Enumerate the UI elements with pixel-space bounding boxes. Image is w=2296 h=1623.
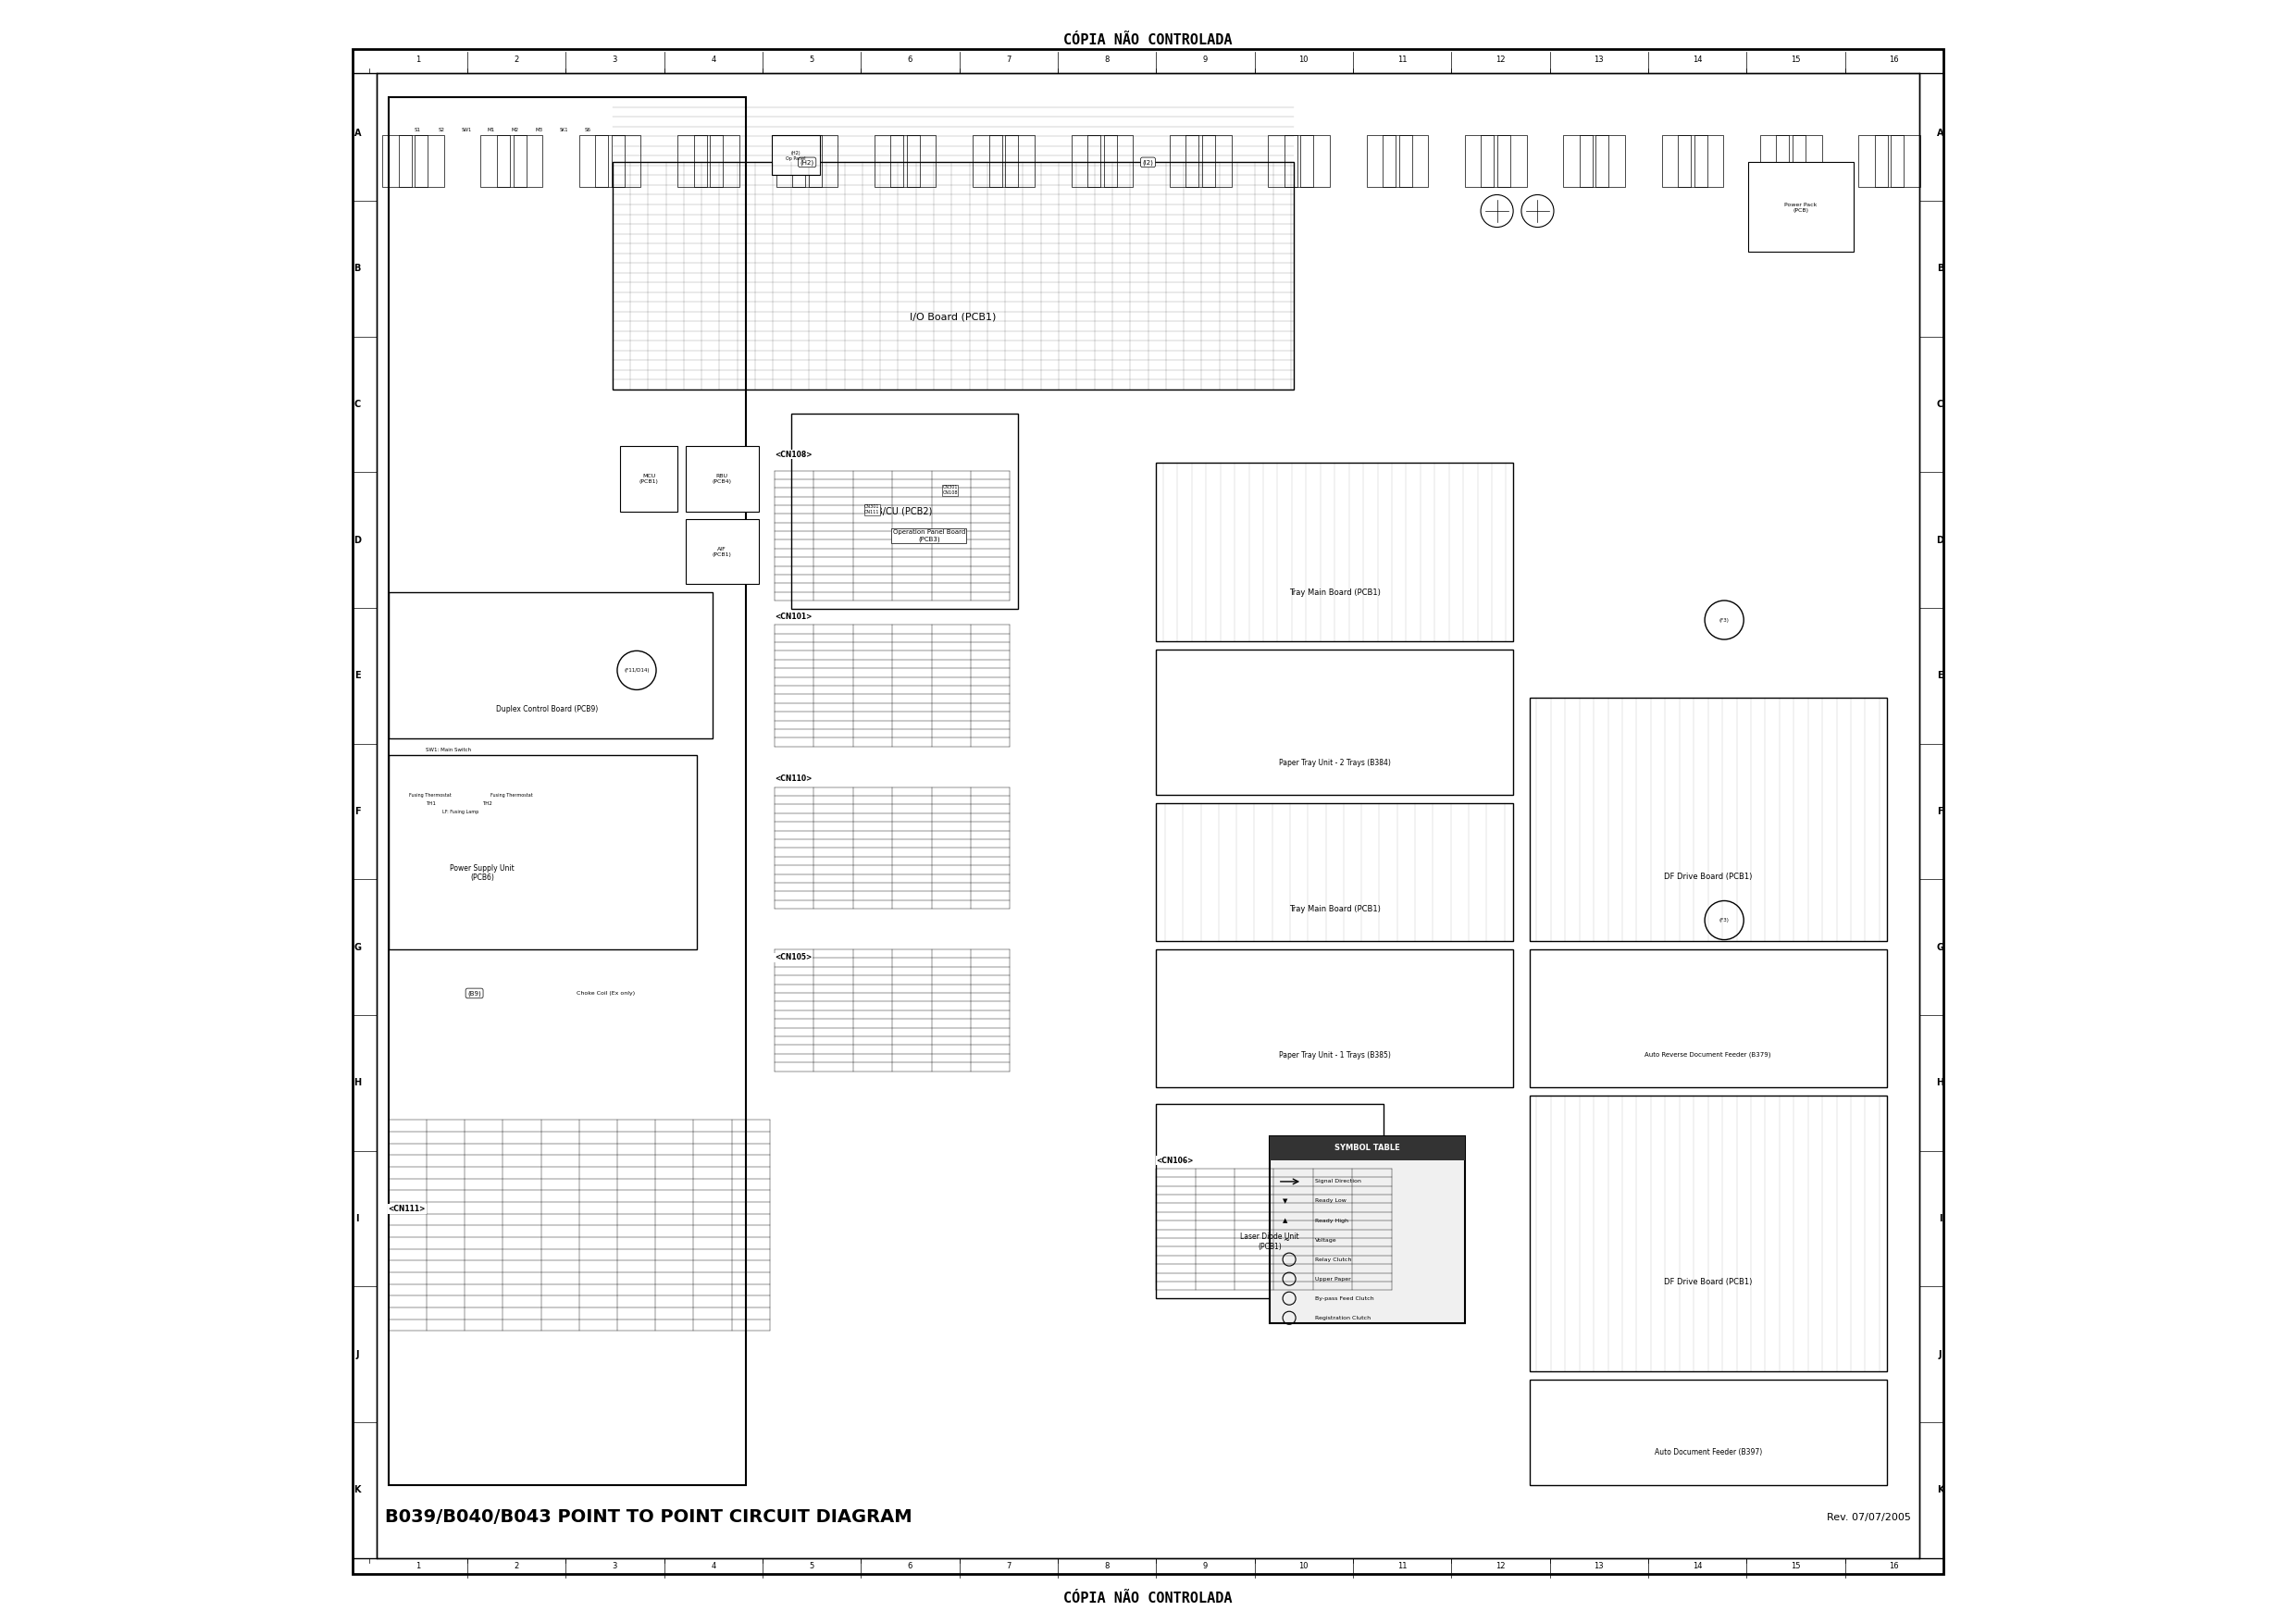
Bar: [974, 135, 1001, 187]
Bar: [1793, 135, 1821, 187]
Text: C: C: [1938, 399, 1942, 409]
Text: (I2): (I2): [1143, 159, 1153, 166]
Bar: [1876, 135, 1903, 187]
Text: G: G: [354, 943, 360, 951]
Bar: [1157, 803, 1513, 941]
Text: 3: 3: [613, 55, 618, 65]
Bar: [1104, 135, 1132, 187]
Text: RBU
(PCB4): RBU (PCB4): [712, 474, 732, 484]
Text: <CN105>: <CN105>: [774, 953, 813, 962]
Text: Voltage: Voltage: [1316, 1238, 1336, 1242]
Text: 2: 2: [514, 1561, 519, 1571]
Text: K: K: [354, 1485, 360, 1495]
Bar: [1366, 135, 1396, 187]
Text: TH2: TH2: [482, 802, 494, 805]
Text: A: A: [1936, 128, 1945, 138]
Bar: [1777, 135, 1805, 187]
Text: Paper Tray Unit - 2 Trays (B384): Paper Tray Unit - 2 Trays (B384): [1279, 758, 1391, 768]
Bar: [496, 135, 526, 187]
Text: Auto Reverse Document Feeder (B379): Auto Reverse Document Feeder (B379): [1644, 1052, 1770, 1058]
Text: 6: 6: [907, 55, 912, 65]
Text: 2: 2: [514, 55, 519, 65]
Bar: [1203, 135, 1231, 187]
Text: <CN110>: <CN110>: [774, 774, 813, 784]
Text: H: H: [1936, 1078, 1945, 1087]
Text: 16: 16: [1890, 55, 1899, 65]
Bar: [1270, 1136, 1465, 1160]
Text: 11: 11: [1398, 1561, 1407, 1571]
Text: 7: 7: [1006, 1561, 1010, 1571]
Bar: [792, 135, 822, 187]
Bar: [677, 135, 707, 187]
Bar: [1497, 135, 1527, 187]
Bar: [1072, 135, 1100, 187]
Text: 12: 12: [1495, 55, 1506, 65]
Text: CN301
CN108: CN301 CN108: [941, 485, 957, 495]
Text: (F3): (F3): [1720, 618, 1729, 622]
Bar: [514, 135, 542, 187]
Text: (H2): (H2): [799, 159, 815, 166]
Text: <CN106>: <CN106>: [1157, 1156, 1194, 1165]
Text: Choke Coil (Ex only): Choke Coil (Ex only): [576, 992, 636, 995]
Bar: [808, 135, 838, 187]
Bar: [1088, 135, 1116, 187]
Bar: [790, 414, 1017, 609]
Text: <CN108>: <CN108>: [774, 450, 813, 459]
Bar: [1529, 949, 1887, 1087]
Bar: [1596, 135, 1626, 187]
Text: ~: ~: [1283, 1235, 1290, 1245]
Text: 13: 13: [1593, 1561, 1605, 1571]
Bar: [776, 135, 806, 187]
Text: TH1: TH1: [425, 802, 436, 805]
Text: SW1: SW1: [461, 128, 471, 131]
Text: D: D: [354, 536, 360, 545]
Text: Tray Main Board (PCB1): Tray Main Board (PCB1): [1288, 588, 1380, 597]
Bar: [1529, 1096, 1887, 1371]
Bar: [1398, 135, 1428, 187]
Text: MCU
(PCB1): MCU (PCB1): [638, 474, 659, 484]
Text: SK1: SK1: [560, 128, 567, 131]
Bar: [1580, 135, 1609, 187]
Text: 6: 6: [907, 1561, 912, 1571]
Text: 10: 10: [1300, 55, 1309, 65]
Text: (B9): (B9): [468, 990, 482, 997]
Text: K: K: [1936, 1485, 1945, 1495]
Text: A: A: [354, 128, 360, 138]
Bar: [1157, 1104, 1384, 1298]
Bar: [388, 97, 746, 1485]
Bar: [1750, 162, 1855, 252]
Text: B: B: [354, 265, 360, 273]
Text: Fusing Thermostat: Fusing Thermostat: [491, 794, 533, 797]
Text: G: G: [1936, 943, 1945, 951]
Text: E: E: [354, 672, 360, 680]
Text: 14: 14: [1692, 1561, 1701, 1571]
Bar: [771, 135, 820, 175]
Bar: [687, 446, 758, 511]
Bar: [1892, 135, 1919, 187]
Text: E: E: [1938, 672, 1942, 680]
Text: M1: M1: [487, 128, 494, 131]
Text: 12: 12: [1495, 1561, 1506, 1571]
Text: J: J: [356, 1350, 358, 1358]
Text: 8: 8: [1104, 55, 1109, 65]
Text: DF Drive Board (PCB1): DF Drive Board (PCB1): [1665, 1277, 1752, 1287]
Bar: [1300, 135, 1329, 187]
Bar: [891, 135, 921, 187]
Text: S6: S6: [585, 128, 592, 131]
Text: Signal Direction: Signal Direction: [1316, 1180, 1362, 1183]
Text: I: I: [1938, 1214, 1942, 1224]
Text: (H2)
Op Panel: (H2) Op Panel: [785, 151, 806, 161]
Bar: [907, 135, 937, 187]
Bar: [613, 162, 1295, 390]
Text: I: I: [356, 1214, 358, 1224]
Bar: [595, 135, 625, 187]
Bar: [1481, 135, 1511, 187]
Text: Paper Tray Unit - 1 Trays (B385): Paper Tray Unit - 1 Trays (B385): [1279, 1050, 1391, 1060]
Bar: [388, 755, 696, 949]
Text: 7: 7: [1006, 55, 1010, 65]
Bar: [709, 135, 739, 187]
Text: 14: 14: [1692, 55, 1701, 65]
Text: 13: 13: [1593, 55, 1605, 65]
Text: Tray Main Board (PCB1): Tray Main Board (PCB1): [1288, 904, 1380, 914]
Bar: [579, 135, 608, 187]
